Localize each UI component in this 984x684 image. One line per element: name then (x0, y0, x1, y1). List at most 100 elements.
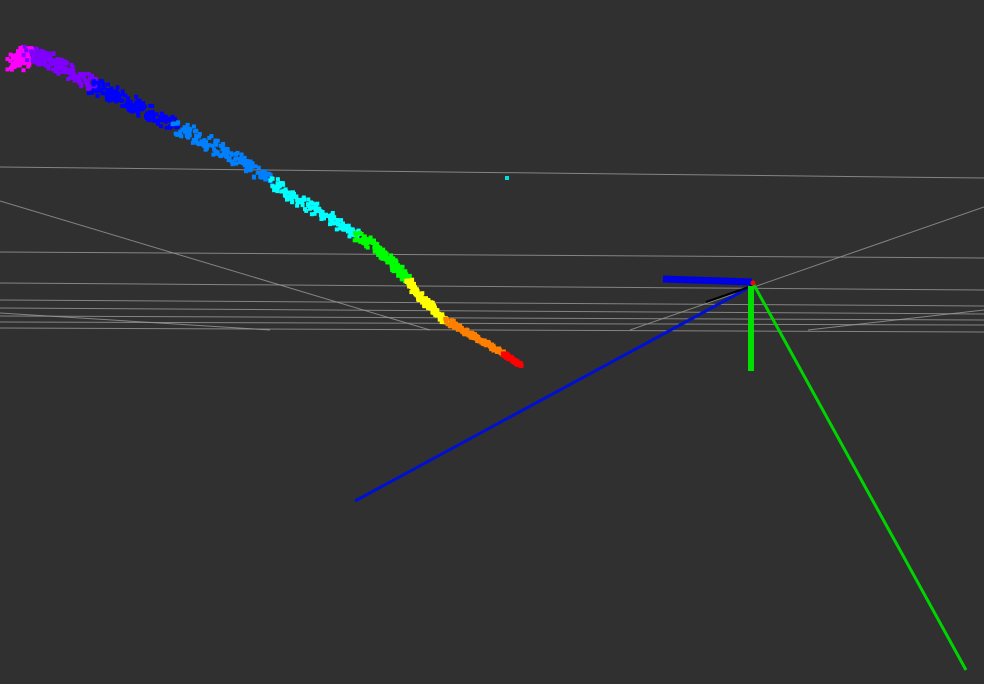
cloud-point (66, 77, 71, 81)
cloud-point (154, 112, 159, 117)
cloud-point (449, 322, 454, 327)
cloud-point (8, 58, 13, 63)
cloud-point (220, 152, 225, 157)
cloud-point (105, 97, 110, 102)
cloud-point (316, 206, 321, 211)
cloud-point (5, 67, 10, 72)
cloud-point (43, 55, 48, 60)
cloud-point (115, 85, 120, 90)
cloud-point (111, 97, 116, 102)
cloud-point (82, 77, 87, 82)
cloud-point (300, 203, 305, 208)
cloud-point (127, 104, 132, 109)
cloud-point (390, 259, 395, 263)
cloud-point (427, 302, 432, 307)
cloud-point (454, 323, 459, 328)
cloud-point (253, 164, 258, 169)
cloud-point (272, 188, 277, 193)
cloud-point (409, 280, 414, 285)
cloud-point (86, 82, 91, 87)
cloud-point (191, 124, 196, 129)
cloud-point (21, 68, 26, 73)
cloud-point (398, 268, 403, 273)
cloud-point (120, 89, 125, 94)
cloud-point (355, 229, 360, 234)
cloud-point (77, 79, 82, 83)
cloud-point (68, 75, 73, 80)
cloud-point (335, 218, 340, 222)
cloud-point (302, 197, 307, 202)
cloud-point (268, 173, 273, 178)
cloud-point (173, 121, 177, 126)
cloud-point (60, 66, 65, 71)
cloud-point (318, 213, 323, 217)
green-path (752, 284, 968, 671)
cloud-point (186, 134, 191, 139)
cloud-point (379, 250, 384, 255)
cloud-point (21, 58, 26, 63)
cloud-point (407, 273, 412, 278)
cloud-point (51, 51, 56, 56)
cloud-point (35, 47, 40, 52)
cloud-point (260, 174, 265, 178)
cloud-point (320, 210, 325, 214)
cloud-point (162, 114, 167, 119)
cloud-point (285, 197, 289, 202)
z-axis-arrow (662, 275, 753, 286)
grid-line (0, 307, 984, 315)
cloud-point (264, 171, 269, 176)
cloud-point (128, 99, 133, 104)
cloud-point (44, 63, 48, 68)
cloud-point (330, 211, 335, 215)
cloud-point (474, 336, 479, 341)
cloud-point (105, 93, 110, 98)
cloud-point (400, 264, 405, 269)
cloud-point (221, 141, 226, 146)
cloud-point (372, 238, 376, 243)
cloud-point (290, 200, 295, 205)
cloud-point (368, 235, 373, 240)
blue-path (354, 284, 753, 503)
cloud-point (518, 361, 523, 366)
cloud-point (385, 260, 390, 265)
cloud-point (430, 305, 435, 310)
cloud-point (53, 60, 58, 65)
cloud-point (81, 75, 86, 79)
cloud-point (409, 290, 414, 295)
cloud-point (237, 160, 242, 165)
cloud-point (69, 72, 74, 77)
cloud-point (347, 226, 352, 231)
cloud-point (106, 82, 110, 87)
cloud-point (215, 138, 220, 143)
cloud-point (87, 76, 92, 81)
cloud-point (247, 160, 252, 164)
cloud-point (67, 67, 72, 72)
cloud-point (127, 108, 132, 113)
cloud-point (339, 218, 344, 223)
cloud-point (99, 87, 104, 92)
cloud-point (345, 229, 350, 234)
cloud-point (367, 240, 371, 245)
cloud-point (191, 137, 196, 142)
cloud-point (250, 161, 255, 166)
cloud-point (41, 50, 46, 55)
cloud-point (199, 142, 204, 146)
cloud-point (276, 185, 281, 190)
cloud-point (470, 333, 475, 338)
cloud-point (27, 62, 32, 67)
cloud-point (324, 212, 329, 217)
cloud-point (358, 239, 363, 244)
cloud-point (225, 149, 230, 154)
cloud-point (90, 90, 95, 95)
cloud-point (207, 135, 212, 140)
grid-line (0, 315, 984, 321)
cloud-point (410, 277, 415, 282)
cloud-point (362, 241, 367, 246)
cloud-point (445, 322, 450, 327)
cloud-point (130, 109, 135, 114)
cloud-point (322, 216, 326, 221)
cloud-point (422, 304, 427, 309)
cloud-point (313, 207, 318, 211)
